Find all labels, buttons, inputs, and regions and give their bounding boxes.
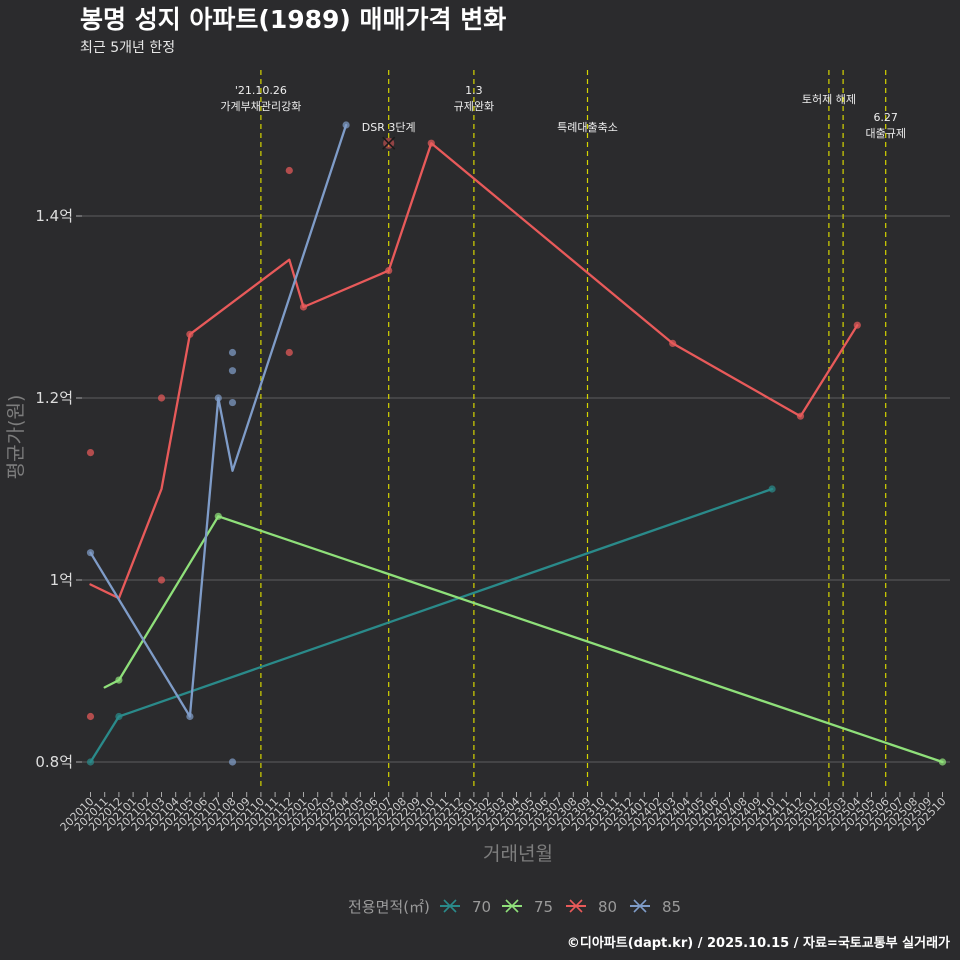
legend-key-70-cross <box>443 899 457 913</box>
grid-lines <box>82 215 950 763</box>
series-80-point <box>285 348 293 357</box>
series-80-point <box>669 339 677 347</box>
legend: 전용면적(㎡) 70 75 80 85 <box>348 898 681 916</box>
event-label: 6.27 <box>873 111 898 124</box>
x-axis-title: 거래년월 <box>483 843 553 865</box>
y-tick-label: 1.4억 <box>35 207 73 225</box>
series-85-line <box>89 123 348 718</box>
series-80-point <box>385 267 393 275</box>
series-80-point <box>427 139 435 147</box>
series-85-point <box>186 712 194 721</box>
series-80-point <box>285 166 293 175</box>
event-label: 규제완화 <box>454 100 494 113</box>
event-label: 대출규제 <box>865 127 905 140</box>
series-70-line <box>89 487 774 764</box>
series-75-line <box>103 515 944 764</box>
legend-key-75-cross <box>505 899 519 913</box>
y-axis-ticks: 0.8억 1억 1.2억 1.4억 <box>35 207 82 771</box>
chart-caption: ©디아파트(dapt.kr) / 2025.10.15 / 자료=국토교통부 실… <box>567 935 950 951</box>
series-85-point <box>214 394 222 402</box>
legend-key-80-cross <box>569 899 583 913</box>
series-80-point <box>86 712 95 721</box>
legend-key-85-cross <box>633 899 647 913</box>
y-tick-label: 0.8억 <box>35 753 73 771</box>
y-axis-title: 평균가(원) <box>5 395 27 480</box>
series-80-point <box>186 330 194 338</box>
series-70-point <box>768 485 776 493</box>
chart-subtitle: 최근 5개년 한정 <box>80 40 175 56</box>
series-75-point <box>214 512 222 520</box>
series-85-point <box>228 367 237 375</box>
legend-label-80: 80 <box>598 898 617 916</box>
series-80-point <box>796 412 805 420</box>
legend-title: 전용면적(㎡) <box>348 898 430 916</box>
series-75-point <box>938 758 947 766</box>
y-tick-label: 1.2억 <box>35 389 73 407</box>
series-points <box>86 121 947 766</box>
series-lines <box>89 123 944 764</box>
series-70-point <box>86 758 95 766</box>
series-80-point <box>157 394 166 402</box>
event-label: '21.10.26 <box>235 84 287 97</box>
event-label: 토허제 해제 <box>802 92 856 106</box>
series-75-point <box>115 676 123 684</box>
y-tick-label: 1억 <box>50 571 73 589</box>
series-85-point <box>228 398 237 407</box>
series-80-point <box>157 576 166 584</box>
series-80-point <box>299 303 308 311</box>
series-80-point <box>853 321 861 329</box>
event-label: 가계부채관리강화 <box>220 100 301 113</box>
series-85-point <box>342 121 350 129</box>
series-80-point <box>86 449 95 457</box>
legend-label-70: 70 <box>472 898 491 916</box>
event-label: 특례대출축소 <box>557 121 618 134</box>
series-80-cross-mark <box>382 136 396 150</box>
series-85-point <box>228 348 237 357</box>
chart-title: 봉명 성지 아파트(1989) 매매가격 변화 <box>80 5 506 34</box>
event-label: DSR 3단계 <box>362 121 416 134</box>
legend-label-85: 85 <box>662 898 681 916</box>
series-85-point <box>228 758 237 766</box>
series-70-point <box>115 712 123 721</box>
event-label: 1.3 <box>465 84 483 97</box>
x-axis-ticks: 2020102020112020122021012021022021032021… <box>58 792 949 834</box>
series-85-point <box>86 549 95 557</box>
legend-label-75: 75 <box>534 898 553 916</box>
